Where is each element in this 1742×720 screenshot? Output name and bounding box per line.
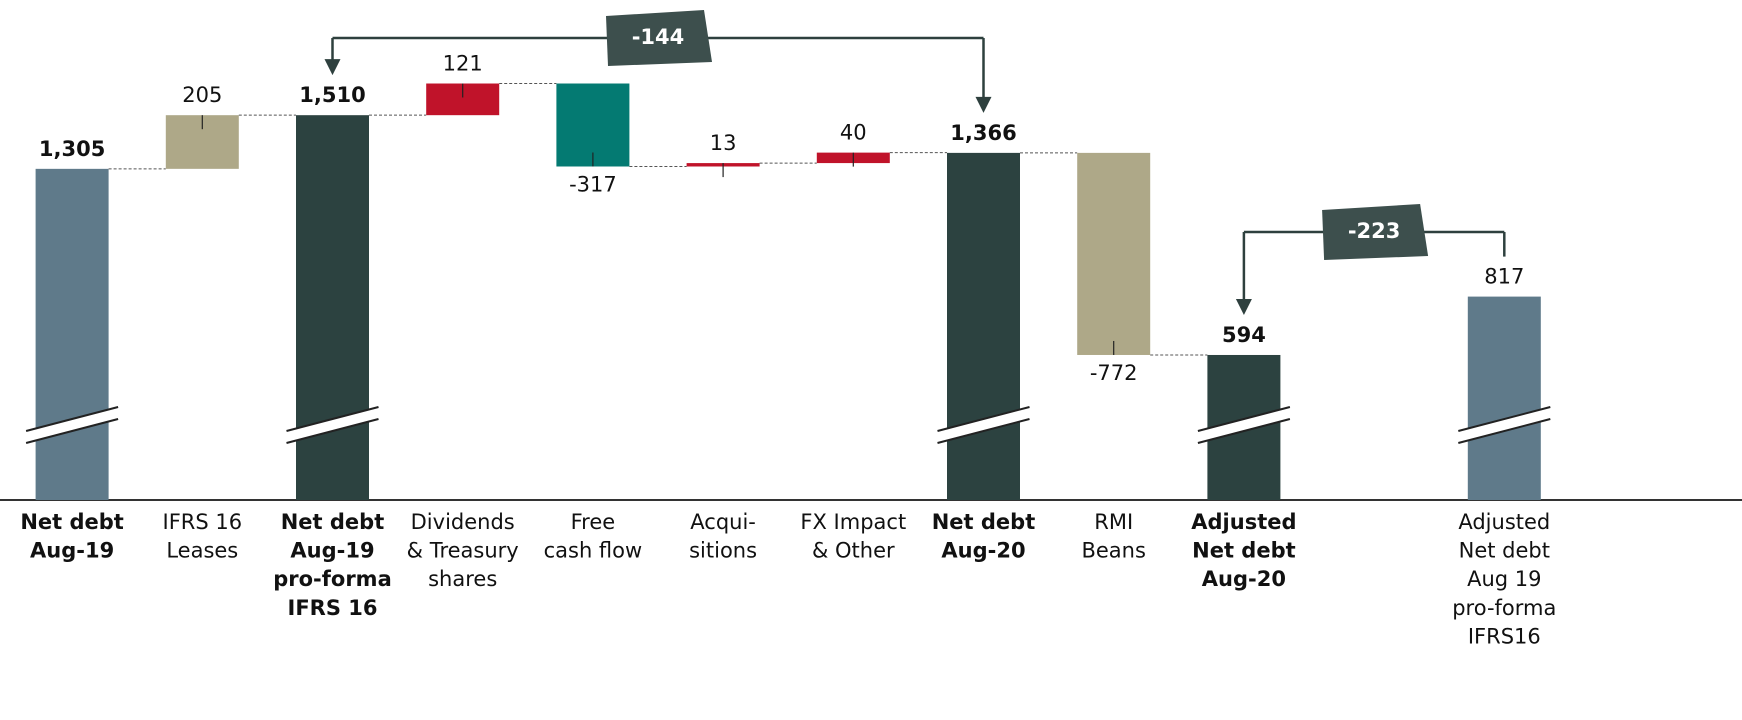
x-tick-label: Net debt xyxy=(1459,539,1550,563)
x-tick-label: shares xyxy=(428,567,497,591)
bar xyxy=(1077,152,1151,355)
bar xyxy=(1467,296,1541,500)
value-label: -772 xyxy=(1090,361,1138,385)
value-label: 13 xyxy=(710,131,737,155)
x-tick-label: IFRS16 xyxy=(1468,624,1541,648)
x-tick-label: Net debt xyxy=(932,510,1036,534)
x-tick-label: Net debt xyxy=(20,510,124,534)
x-tick-label: & Treasury xyxy=(407,539,519,563)
x-tick-label: Adjusted xyxy=(1191,510,1296,534)
axis-break-line xyxy=(937,418,1030,444)
axis-break-line xyxy=(25,418,119,444)
x-tick-label: Aug-19 xyxy=(290,539,374,563)
x-tick-label: Leases xyxy=(166,539,238,563)
bar xyxy=(947,152,1020,500)
axis-break-line xyxy=(1458,418,1551,444)
value-label: -317 xyxy=(569,172,617,196)
annotation-arrow xyxy=(975,96,992,113)
x-tick-label: Dividends xyxy=(411,510,515,534)
annotation-arrow xyxy=(324,59,341,76)
value-label: 1,366 xyxy=(950,121,1016,145)
axis-break-line xyxy=(937,406,1030,432)
x-tick-label: Aug-19 xyxy=(30,539,114,563)
x-tick-label: Beans xyxy=(1081,539,1145,563)
annotation-box xyxy=(1322,204,1429,260)
value-label: 1,510 xyxy=(299,83,365,107)
x-tick-label: pro-forma xyxy=(1452,596,1556,620)
x-tick-label: Net debt xyxy=(281,510,385,534)
x-tick-label: Aug 19 xyxy=(1467,567,1541,591)
x-tick-label: Aug-20 xyxy=(941,539,1025,563)
x-tick-label: Aug-20 xyxy=(1202,567,1286,591)
x-tick-label: IFRS 16 xyxy=(163,510,243,534)
annotation-label: -144 xyxy=(632,25,685,49)
axis-break-line xyxy=(1458,406,1551,432)
axis-break xyxy=(1458,407,1551,443)
x-tick-label: RMI xyxy=(1094,510,1133,534)
value-label: 817 xyxy=(1484,265,1524,289)
axis-break xyxy=(26,407,119,443)
value-label: 1,305 xyxy=(39,137,105,161)
x-tick-label: & Other xyxy=(812,539,895,563)
axis-break xyxy=(937,407,1030,443)
axis-break-line xyxy=(25,406,119,432)
axis-break xyxy=(1197,407,1290,443)
x-tick-label: pro-forma xyxy=(273,567,392,591)
x-tick-label: IFRS 16 xyxy=(288,596,378,620)
axis-break-line xyxy=(1197,418,1291,444)
x-tick-label: sitions xyxy=(689,539,757,563)
axis-break-line xyxy=(1197,406,1291,432)
x-tick-label: cash flow xyxy=(544,539,643,563)
axis-break xyxy=(286,407,379,443)
x-tick-label: Net debt xyxy=(1192,539,1296,563)
value-label: 121 xyxy=(443,52,483,76)
x-tick-label: Free xyxy=(571,510,616,534)
x-tick-label: Acqui- xyxy=(690,510,756,534)
axis-break-line xyxy=(286,406,379,432)
axis-break-line xyxy=(286,418,379,444)
annotation-arrow xyxy=(1235,298,1252,315)
x-tick-label: FX Impact xyxy=(800,510,906,534)
annotation-box xyxy=(606,10,712,66)
value-label: 40 xyxy=(840,121,867,145)
bar xyxy=(296,115,369,501)
value-label: 205 xyxy=(182,83,222,107)
x-tick-label: Adjusted xyxy=(1458,510,1550,534)
annotation-label: -223 xyxy=(1348,219,1401,243)
value-label: 594 xyxy=(1222,323,1266,347)
bar xyxy=(35,168,109,500)
